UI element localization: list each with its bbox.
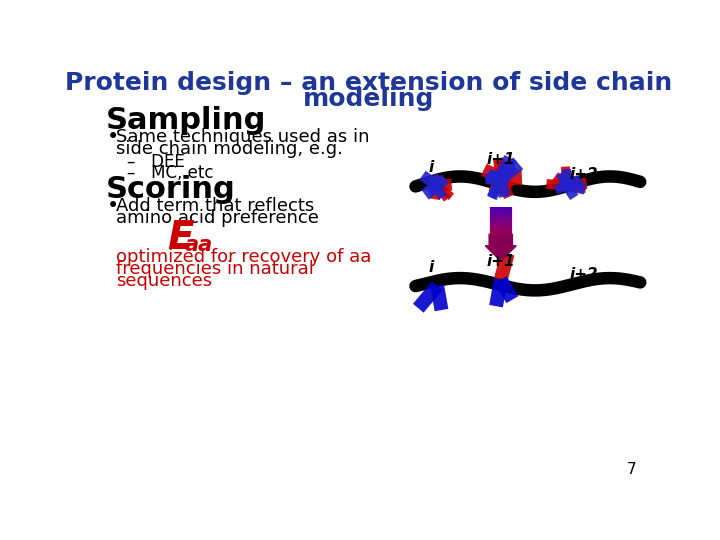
Text: side chain modeling, e.g.: side chain modeling, e.g.	[116, 140, 343, 159]
Text: 7: 7	[626, 462, 636, 477]
Text: modeling: modeling	[303, 87, 435, 111]
Text: i: i	[428, 260, 433, 275]
Text: amino acid preference: amino acid preference	[116, 209, 318, 227]
FancyArrow shape	[485, 234, 516, 261]
Text: •: •	[107, 197, 120, 217]
Text: aa: aa	[184, 235, 213, 255]
Text: –   MC, etc: – MC, etc	[127, 164, 214, 181]
Text: •: •	[107, 127, 120, 147]
Text: Scoring: Scoring	[106, 175, 235, 204]
Text: E: E	[168, 219, 194, 257]
Text: i+1: i+1	[487, 152, 515, 167]
Text: frequencies in natural: frequencies in natural	[116, 260, 313, 278]
Text: Sampling: Sampling	[106, 106, 266, 135]
Text: Same techniques used as in: Same techniques used as in	[116, 128, 369, 146]
Text: Add term that reflects: Add term that reflects	[116, 198, 314, 215]
Text: Protein design – an extension of side chain: Protein design – an extension of side ch…	[66, 71, 672, 95]
Text: i+2: i+2	[570, 267, 598, 282]
Text: optimized for recovery of aa: optimized for recovery of aa	[116, 247, 371, 266]
Text: sequences: sequences	[116, 272, 212, 290]
Text: –   DEE: – DEE	[127, 153, 185, 171]
Text: i+2: i+2	[570, 167, 598, 182]
Text: i: i	[428, 160, 433, 175]
Text: i+1: i+1	[487, 254, 515, 269]
